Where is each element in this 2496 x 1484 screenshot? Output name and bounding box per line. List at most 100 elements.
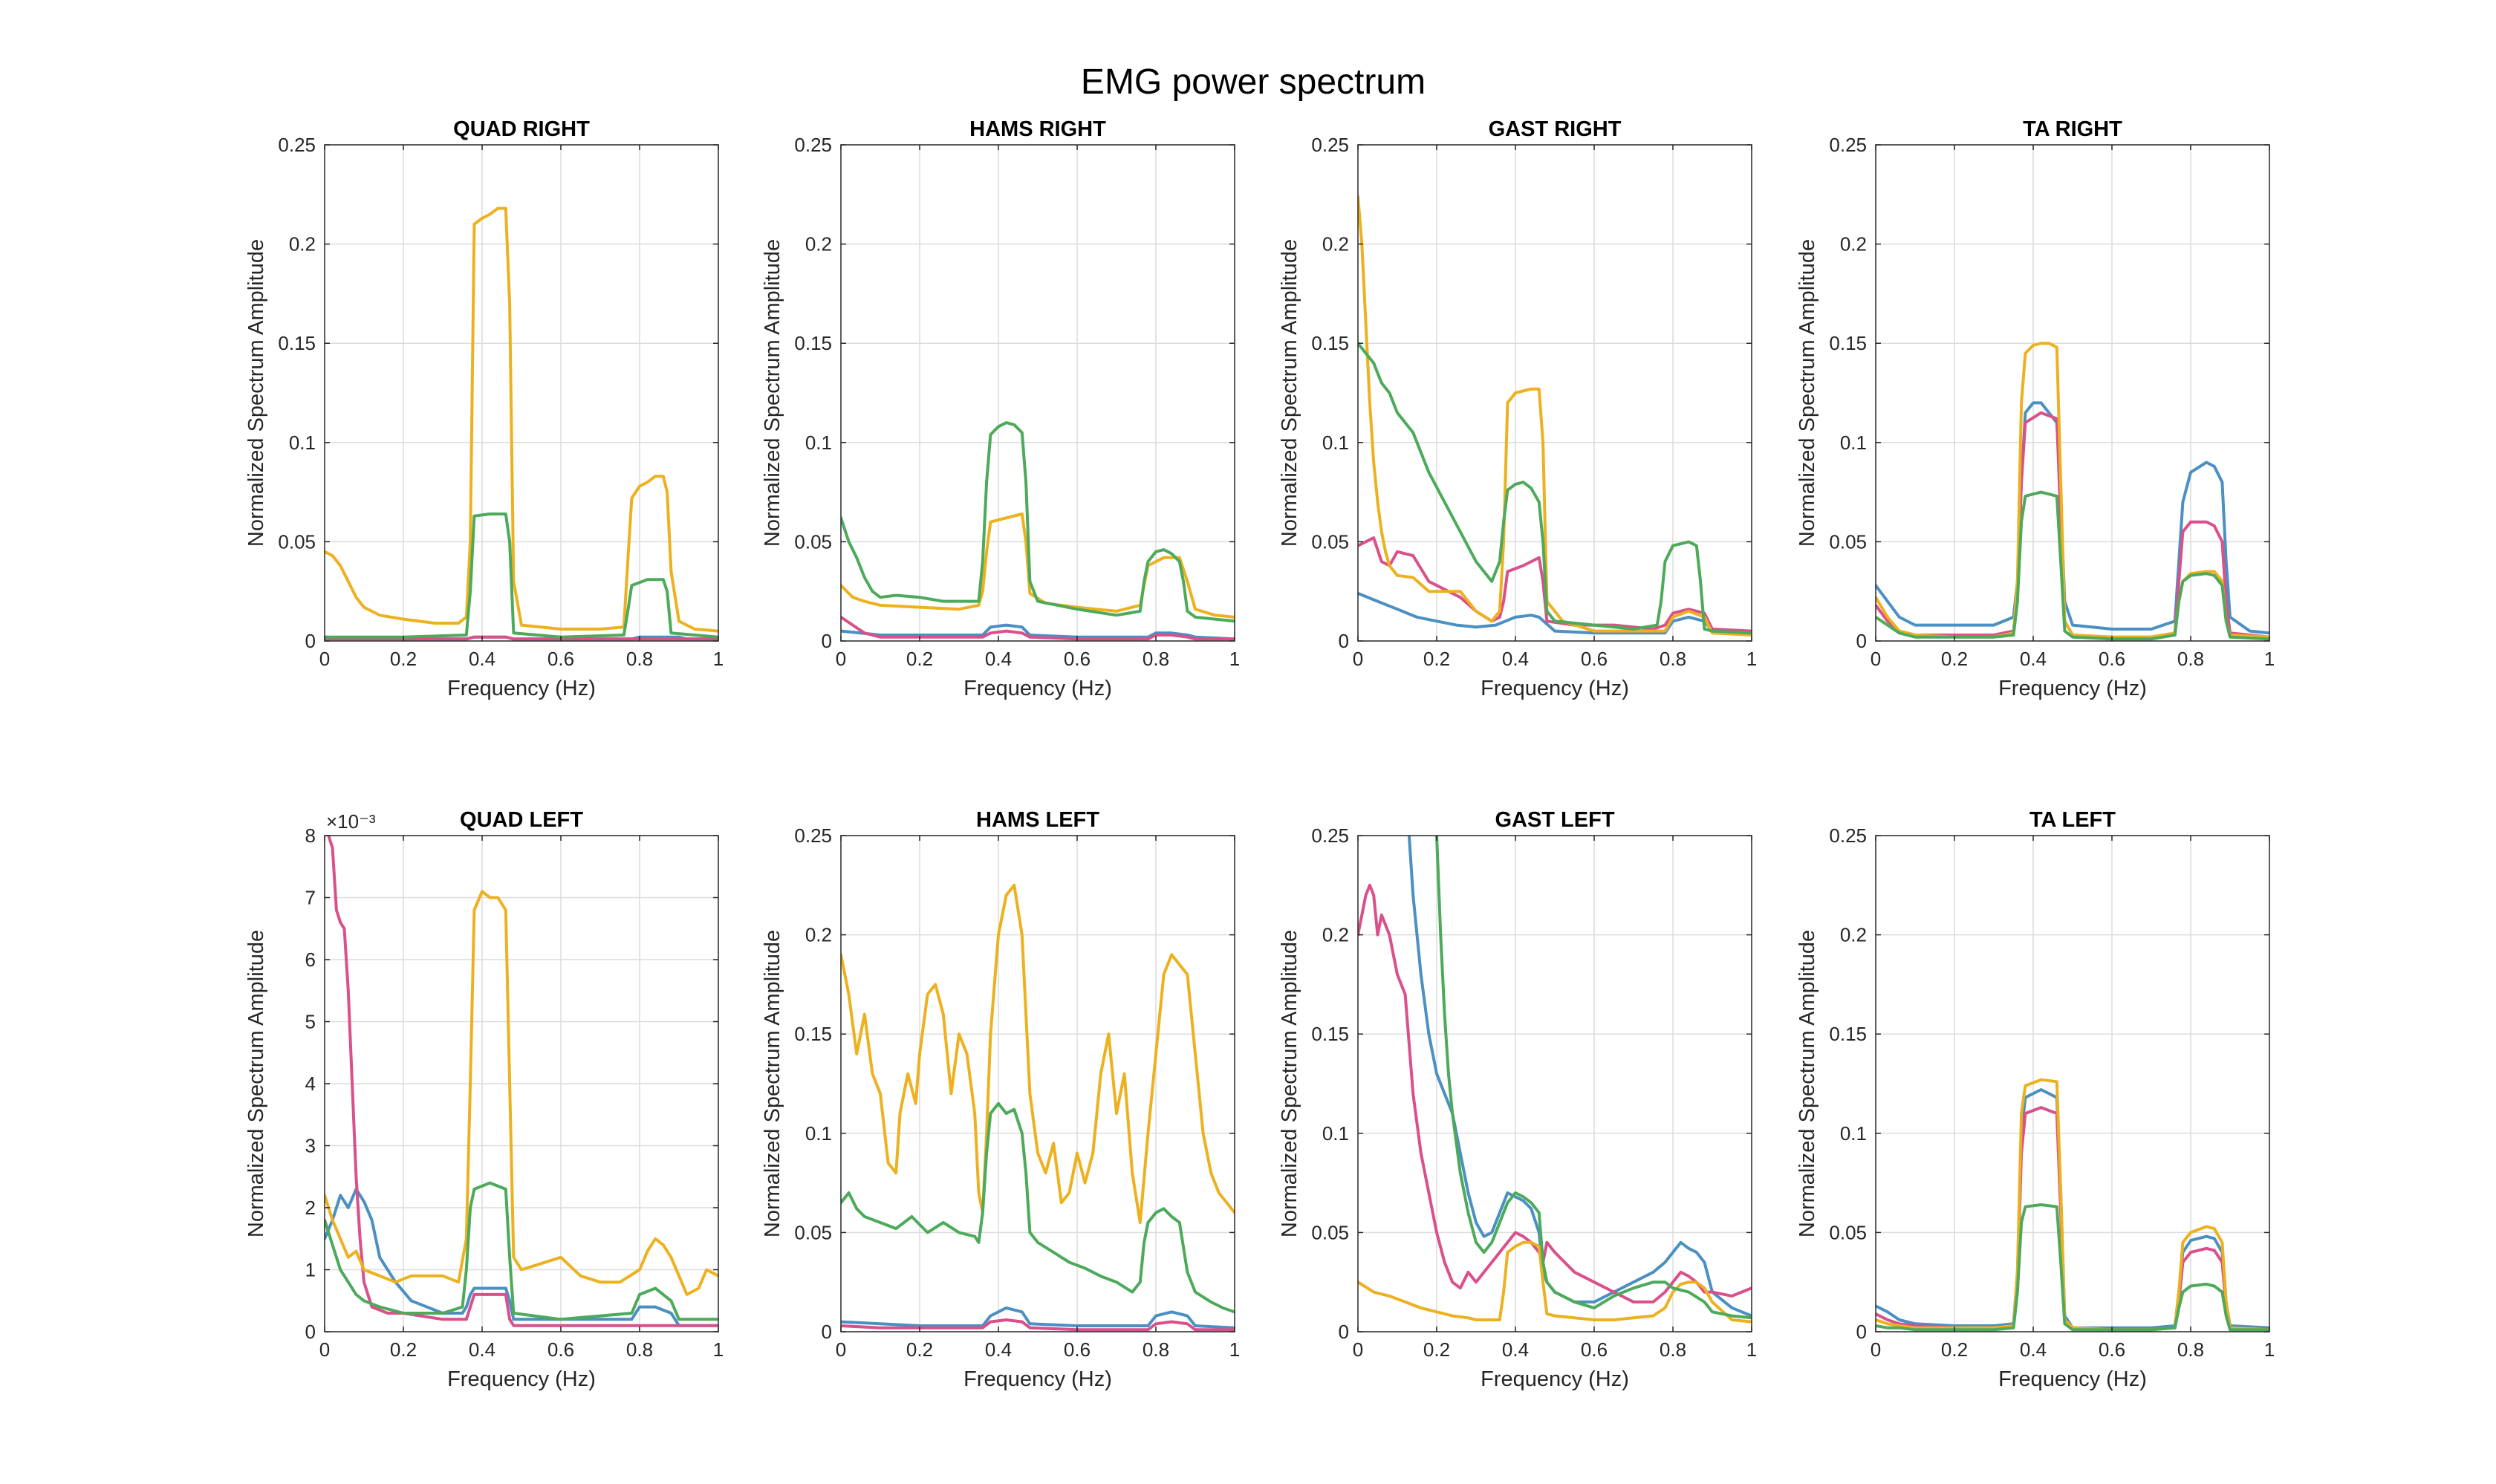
series-line-yellow: [325, 890, 718, 1296]
y-tick-label: 6: [305, 948, 316, 971]
x-axis-label: Frequency (Hz): [963, 1367, 1112, 1391]
y-axis-label: Normalized Spectrum Amplitude: [244, 239, 268, 547]
x-axis-label: Frequency (Hz): [447, 1367, 596, 1391]
x-tick-label: 0.2: [1423, 1338, 1450, 1361]
x-tick-label: 0.4: [2020, 1338, 2047, 1361]
axes-box: [840, 835, 1235, 1332]
y-tick-label: 0.1: [1840, 432, 1867, 454]
x-tick-label: 0: [1871, 1338, 1881, 1361]
axes-box: [840, 144, 1235, 642]
x-tick-label: 0.4: [1502, 648, 1529, 670]
x-tick-label: 0.4: [1502, 1338, 1529, 1361]
plot-area: [1358, 195, 1752, 637]
x-tick-label: 0.8: [626, 1338, 653, 1361]
x-axis-label: Frequency (Hz): [1998, 677, 2147, 700]
series-line-magenta: [1876, 411, 2269, 639]
y-axis-label: Normalized Spectrum Amplitude: [761, 239, 784, 547]
subplot-title: HAMS RIGHT: [969, 117, 1106, 141]
series-line-magenta: [1876, 1106, 2269, 1332]
series-line-magenta: [841, 1318, 1235, 1332]
y-tick-label: 0.2: [805, 924, 832, 946]
chart-gast-right: 0 0.2 0.4 0.6 0.8 1 0 0.05 0.1 0.15 0.2 0.25 GAST RI…: [1278, 117, 1757, 700]
x-tick-label: 0.8: [626, 648, 653, 670]
x-tick-label: 0.6: [1064, 1338, 1091, 1361]
x-tick-label: 0.4: [985, 648, 1012, 670]
x-tick-label: 0.4: [469, 648, 495, 670]
x-tick-label: 1: [1746, 648, 1757, 670]
x-tick-label: 0: [319, 648, 330, 670]
y-tick-label: 0.15: [1311, 332, 1349, 354]
x-tick-label: 0.6: [1581, 648, 1608, 670]
x-tick-label: 0.2: [1941, 1338, 1968, 1361]
series-line-yellow: [1876, 342, 2269, 639]
y-tick-label: 3: [305, 1135, 316, 1157]
subplot-title: TA LEFT: [2029, 808, 2116, 832]
y-tick-label: 0.05: [1311, 1221, 1349, 1243]
subplot-title: GAST LEFT: [1495, 808, 1614, 832]
series-line-green: [325, 512, 718, 639]
y-tick-label: 7: [305, 887, 316, 909]
series-line-green: [1876, 490, 2269, 641]
x-tick-label: 0.8: [1143, 648, 1169, 670]
x-tick-label: 1: [2264, 648, 2275, 670]
y-axis-label: Normalized Spectrum Amplitude: [1795, 930, 1819, 1237]
subplot-title: TA RIGHT: [2023, 117, 2122, 141]
subplot-title: QUAD LEFT: [460, 808, 583, 832]
y-tick-label: 0.15: [1311, 1023, 1349, 1045]
axes-box: [1875, 144, 2270, 642]
series-line-blue: [1407, 836, 1752, 1318]
x-axis-label: Frequency (Hz): [447, 677, 596, 700]
y-axis-label: Normalized Spectrum Amplitude: [1795, 239, 1819, 547]
x-tick-label: 0.2: [390, 1338, 417, 1361]
series-line-magenta: [1358, 883, 1752, 1304]
series-line-green: [1358, 342, 1752, 635]
x-axis-label: Frequency (Hz): [1998, 1367, 2147, 1391]
series-line-yellow: [841, 883, 1235, 1224]
x-tick-label: 0.6: [2099, 1338, 2125, 1361]
y-tick-label: 0.05: [1311, 530, 1349, 553]
y-tick-label: 0.2: [1322, 924, 1349, 946]
series-line-blue: [1876, 401, 2269, 635]
y-tick-label: 0: [305, 630, 316, 652]
x-axis-label: Frequency (Hz): [963, 677, 1112, 700]
x-tick-label: 0.4: [2020, 648, 2047, 670]
y-tick-label: 0.1: [289, 432, 316, 454]
y-tick-label: 0.15: [1829, 332, 1867, 354]
y-tick-label: 0.2: [1322, 233, 1349, 256]
axes-box: [1357, 144, 1752, 642]
x-tick-label: 0: [1871, 648, 1881, 670]
y-tick-label: 0.1: [1322, 432, 1349, 454]
y-tick-label: 1: [305, 1259, 316, 1281]
y-tick-label: 0.05: [794, 530, 832, 553]
series-line-green: [1435, 836, 1752, 1320]
y-axis-label: Normalized Spectrum Amplitude: [761, 930, 784, 1237]
chart-gast-left: 0 0.2 0.4 0.6 0.8 1 0 0.05 0.1 0.15 0.2 0.25 GAST LE…: [1278, 808, 1757, 1391]
axes-box: [1357, 835, 1752, 1332]
x-tick-label: 1: [1746, 1338, 1757, 1361]
y-tick-label: 0.05: [794, 1221, 832, 1243]
y-tick-label: 0.1: [1322, 1122, 1349, 1145]
series-line-yellow: [325, 206, 718, 633]
x-tick-label: 1: [1229, 1338, 1240, 1361]
x-tick-label: 0: [1353, 648, 1363, 670]
subplot-title: GAST RIGHT: [1489, 117, 1622, 141]
subplot-grid: 0 0.2 0.4 0.6 0.8 1 0 0.05 0.1 0.15 0.2 0.25 QUAD RI…: [244, 117, 2275, 1391]
subplot-title: QUAD RIGHT: [453, 117, 590, 141]
y-tick-label: 8: [305, 824, 316, 847]
series-line-magenta: [325, 635, 718, 641]
series-line-yellow: [1358, 195, 1752, 637]
axes-box: [324, 144, 719, 642]
plot-area: [1876, 342, 2269, 641]
y-tick-label: 0.15: [794, 332, 832, 354]
y-tick-label: 0.25: [794, 134, 832, 156]
y-tick-label: 0.1: [805, 432, 832, 454]
series-line-blue: [1876, 1088, 2269, 1330]
y-tick-label: 0.25: [1829, 824, 1867, 847]
x-tick-label: 0.8: [2177, 1338, 2204, 1361]
y-tick-label: 4: [305, 1073, 316, 1095]
x-tick-label: 0.2: [390, 648, 417, 670]
series-line-magenta: [1358, 536, 1752, 633]
x-tick-label: 0.6: [1581, 1338, 1608, 1361]
series-line-blue: [325, 1188, 718, 1327]
